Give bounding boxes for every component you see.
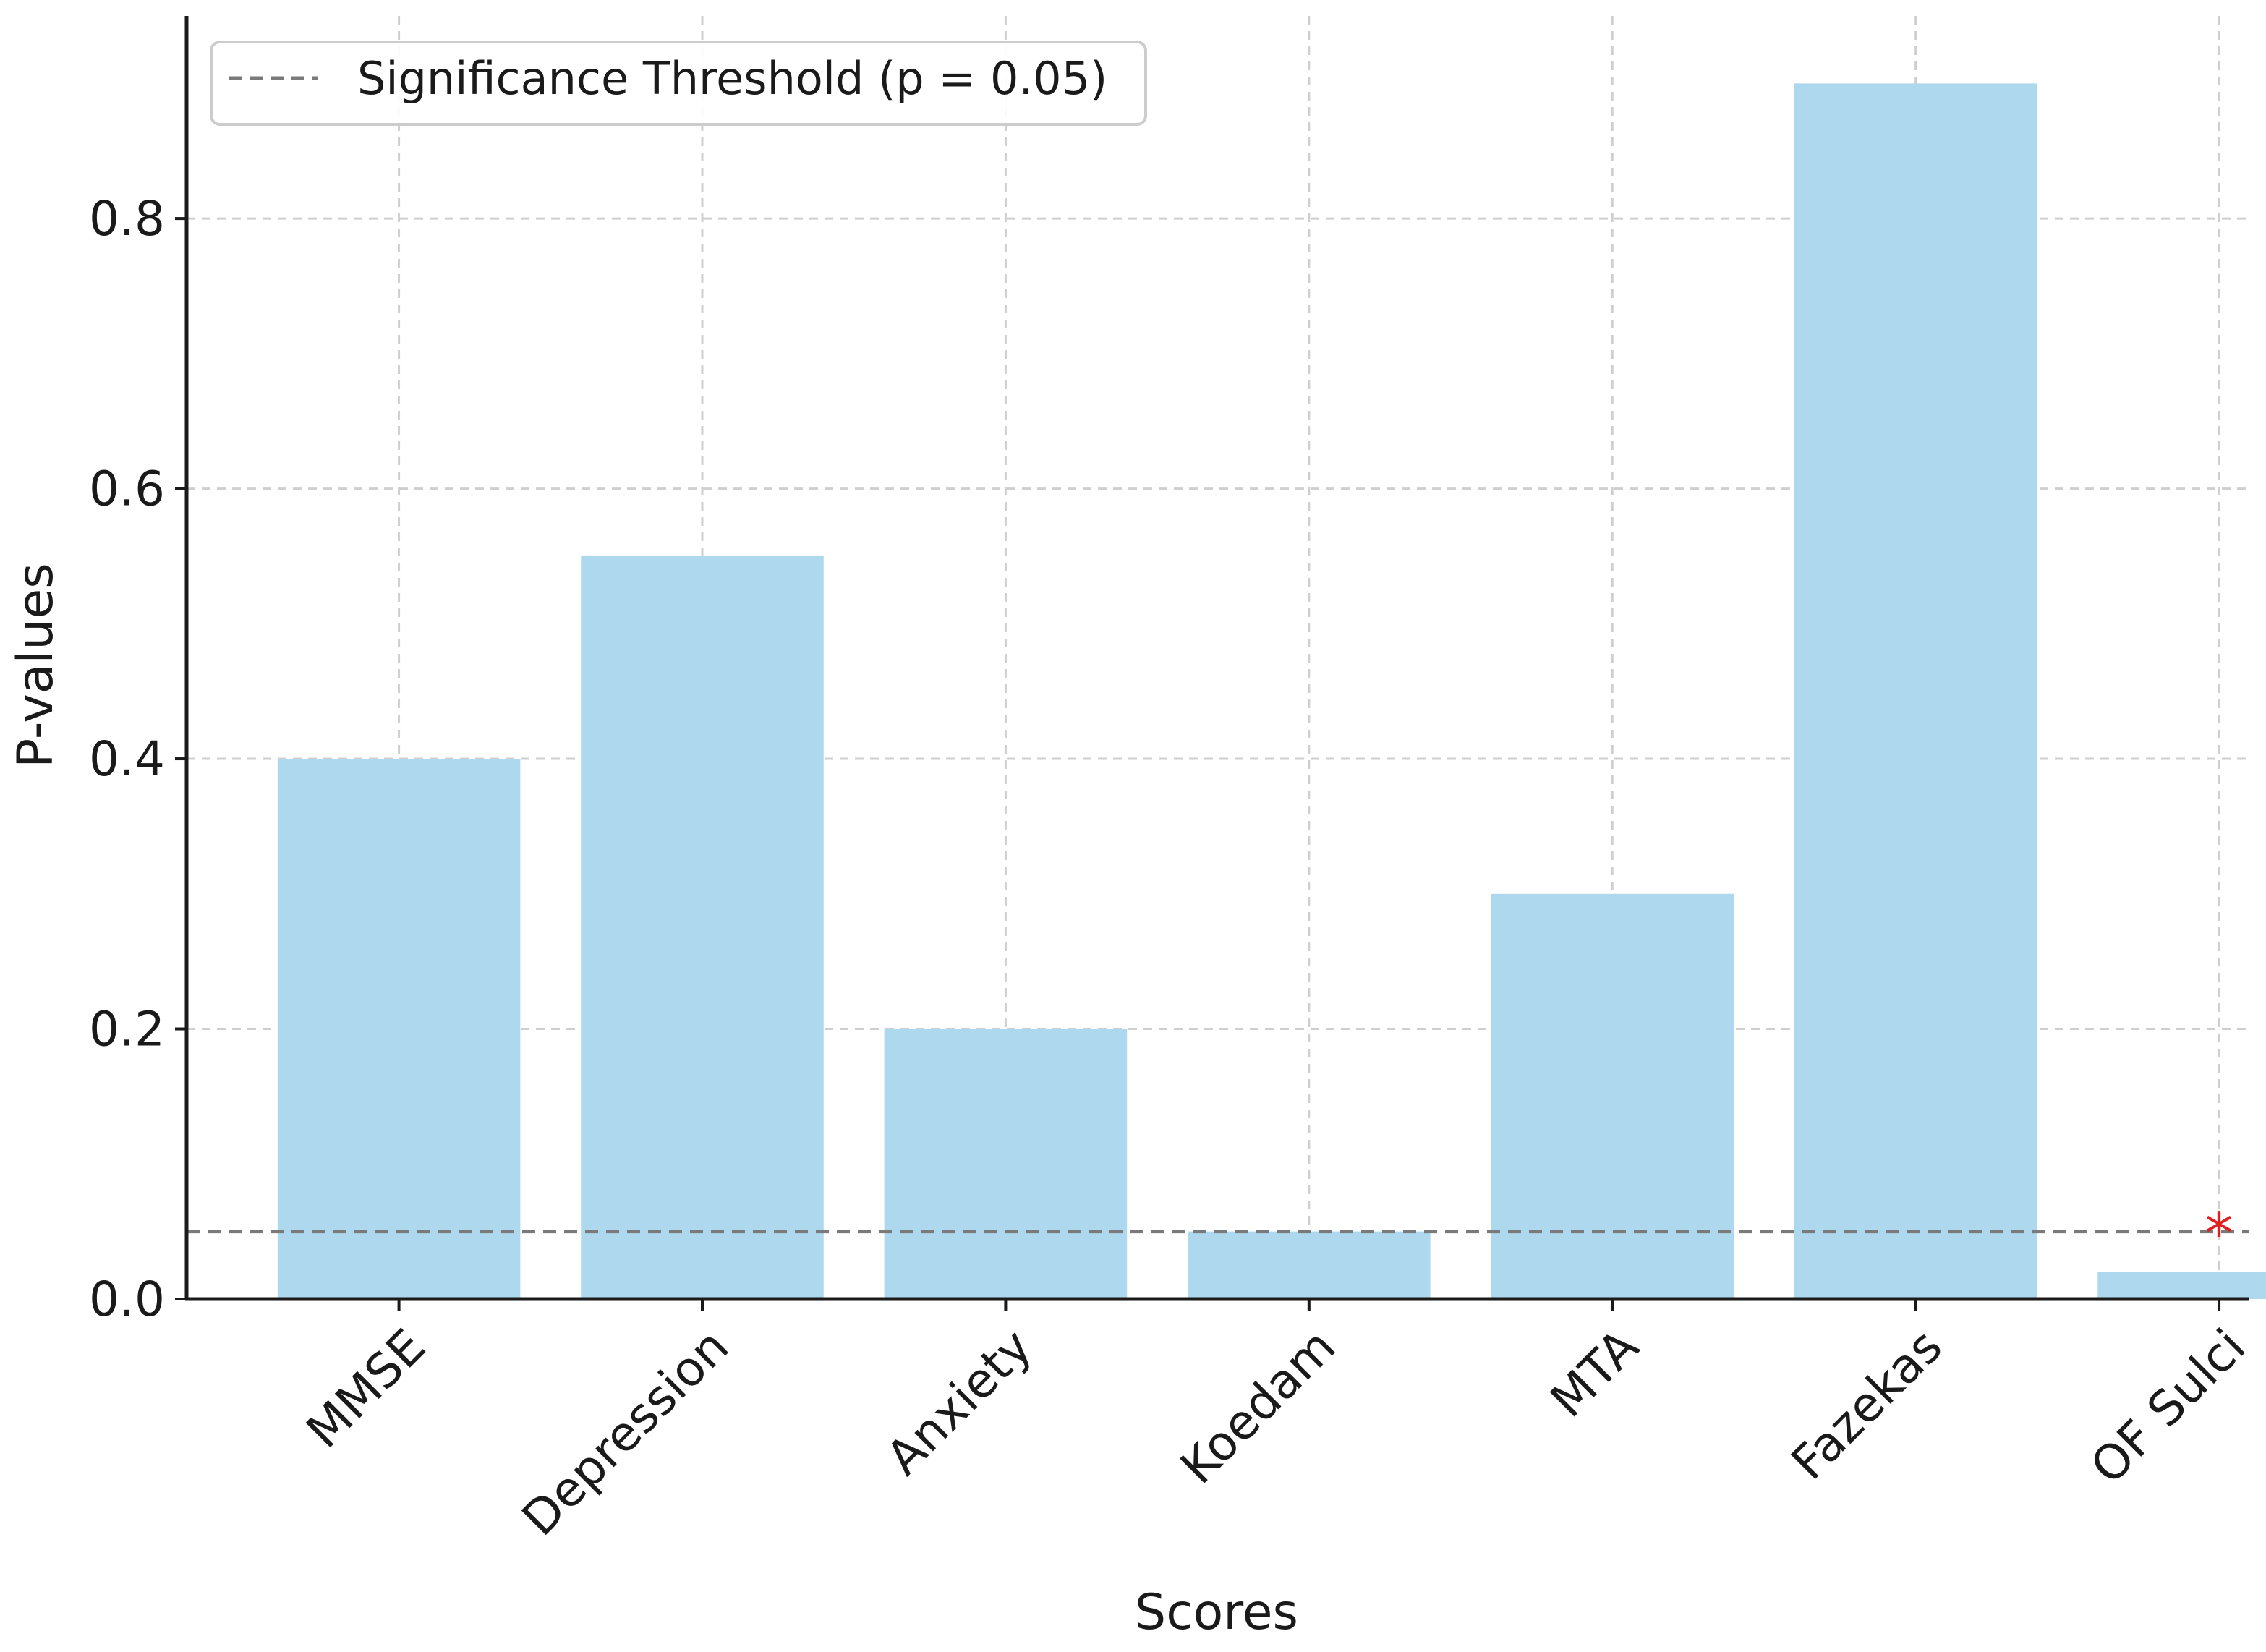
significance-star: * xyxy=(2205,1202,2233,1267)
bar-mta xyxy=(1491,893,1734,1299)
x-axis-title: Scores xyxy=(1135,1584,1298,1641)
legend: Significance Threshold (p = 0.05) xyxy=(210,41,1147,126)
y-tick-label: 0.2 xyxy=(89,1002,165,1057)
y-ticks: 0.0 0.2 0.4 0.6 0.8 xyxy=(89,191,187,1327)
y-axis-title: P-values xyxy=(7,563,64,767)
legend-threshold-label: Significance Threshold (p = 0.05) xyxy=(357,52,1107,105)
bar-depression xyxy=(581,555,824,1299)
legend-frame xyxy=(210,41,1147,126)
bar-anxiety xyxy=(884,1029,1128,1299)
annotations: * xyxy=(2205,1202,2233,1267)
y-tick-label: 0.0 xyxy=(89,1272,165,1327)
bar-koedam xyxy=(1188,1231,1431,1299)
y-tick-label: 0.4 xyxy=(89,731,165,787)
y-tick-label: 0.8 xyxy=(89,191,165,247)
bar-of-sulci xyxy=(2097,1272,2266,1299)
bar-mmse xyxy=(277,759,521,1299)
y-tick-label: 0.6 xyxy=(89,461,165,517)
bar-fazekas xyxy=(1794,83,2037,1300)
axes xyxy=(184,16,2249,1301)
